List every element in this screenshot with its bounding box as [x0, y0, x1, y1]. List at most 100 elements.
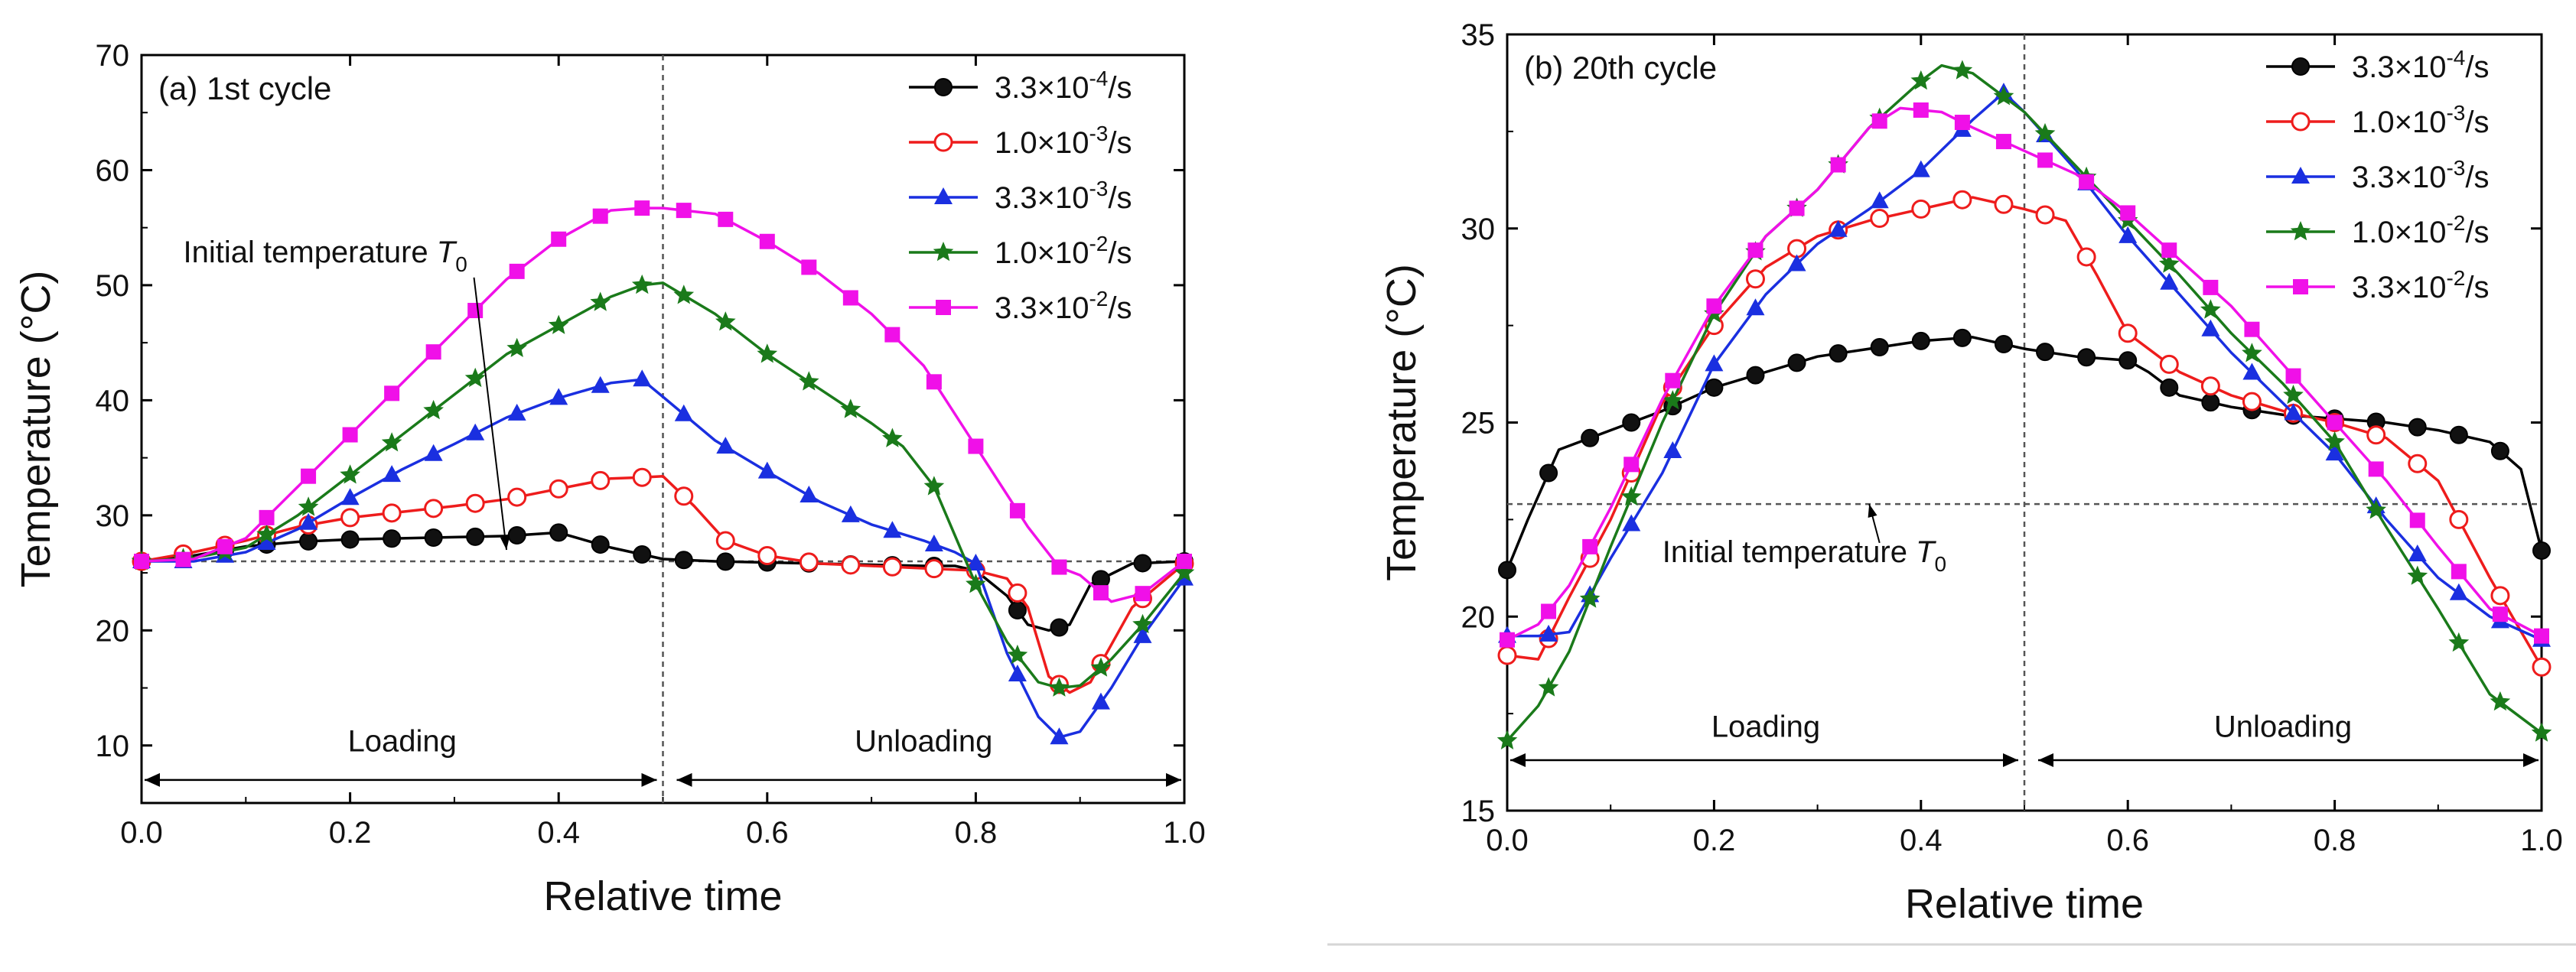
legend-exp: -2	[2446, 266, 2465, 290]
data-point	[2324, 431, 2345, 451]
panel-b-20th-cycle: 0.0 0.2 0.4 0.6 0.8 1.0 15 20 25 30 35 Relative tim…	[1379, 18, 2563, 927]
data-point	[1829, 219, 1848, 237]
data-point	[715, 531, 735, 551]
legend-base: 3.3×10	[995, 291, 1089, 325]
data-point	[591, 535, 610, 554]
loading-arrow-head	[2003, 753, 2018, 768]
legend-label: 3.3×10-3/s	[2352, 156, 2490, 194]
legend-exp: -3	[1089, 122, 1108, 145]
data-point	[1500, 632, 1515, 648]
data-point	[923, 476, 945, 496]
legend-marker	[2291, 57, 2310, 76]
y-axis-title: Temperature (°C)	[13, 271, 59, 588]
data-point	[1497, 645, 1517, 665]
data-point	[1132, 613, 1153, 634]
annotation-symbol: T	[1916, 535, 1936, 569]
legend-base: 3.3×10	[2352, 50, 2446, 84]
data-point	[1177, 554, 1192, 570]
data-point	[1007, 644, 1028, 665]
legend-marker	[933, 242, 954, 262]
data-point	[340, 508, 360, 528]
data-point	[1954, 115, 1970, 131]
data-point	[2448, 632, 2470, 652]
data-point	[1952, 60, 1973, 80]
legend-marker	[934, 78, 953, 96]
data-point	[882, 557, 902, 577]
data-point	[1009, 502, 1025, 519]
data-point	[2037, 152, 2053, 168]
data-point	[1539, 624, 1558, 642]
data-point	[507, 526, 526, 545]
data-point	[2284, 403, 2303, 421]
x-tick-label: 0.0	[1486, 824, 1529, 857]
legend-unit: /s	[2465, 106, 2489, 139]
data-point	[1745, 269, 1765, 289]
legend-label: 3.3×10-4/s	[995, 67, 1132, 105]
data-point	[1830, 157, 1846, 173]
data-point	[259, 509, 275, 525]
data-point	[1789, 200, 1805, 216]
data-point	[1871, 113, 1887, 129]
data-point	[716, 552, 735, 571]
data-point	[1746, 366, 1765, 385]
data-point	[715, 311, 736, 331]
annotation-initial-temperature: Initial temperature T0	[184, 236, 467, 276]
data-point	[2035, 205, 2055, 225]
data-point	[1829, 344, 1848, 363]
data-point	[1910, 70, 1932, 90]
data-point	[2118, 351, 2138, 370]
data-point	[2079, 174, 2095, 190]
data-point	[2408, 453, 2428, 473]
y-tick-label: 20	[1461, 600, 1496, 634]
data-point	[966, 554, 985, 571]
panel-label: (b) 20th cycle	[1524, 50, 1717, 86]
unloading-label: Unloading	[855, 724, 992, 758]
legend-unit: /s	[1108, 181, 1132, 215]
data-point	[2409, 512, 2425, 528]
legend-base: 3.3×10	[995, 71, 1089, 105]
data-point	[2283, 385, 2304, 405]
x-tick-label: 1.0	[2520, 824, 2563, 857]
data-point	[549, 479, 568, 499]
data-point	[591, 470, 611, 490]
data-point	[1496, 730, 1518, 749]
data-point	[2077, 348, 2096, 367]
legend-exp: -3	[2446, 101, 2465, 125]
legend-exp: -2	[1089, 287, 1108, 310]
y-tick-label: 15	[1461, 795, 1496, 828]
data-point	[299, 512, 318, 530]
data-point	[1747, 242, 1763, 258]
data-point	[2408, 545, 2427, 562]
annotation-initial-temperature: Initial temperature T0	[1663, 535, 1946, 576]
data-point	[2532, 657, 2552, 677]
data-point	[1620, 486, 1642, 506]
data-point	[1994, 194, 2014, 214]
data-point	[1091, 570, 1110, 589]
x-tick-label: 0.8	[955, 816, 998, 850]
data-point	[2451, 564, 2467, 580]
data-point	[882, 427, 903, 447]
data-point	[1952, 190, 1972, 210]
series-4	[1500, 102, 2549, 648]
data-point	[757, 546, 777, 566]
data-point	[2200, 299, 2221, 319]
data-point	[968, 438, 984, 454]
loading-label: Loading	[348, 724, 457, 758]
data-point	[2531, 722, 2552, 742]
x-axis-title: Relative time	[543, 873, 782, 919]
data-point	[2242, 343, 2262, 362]
y-axis-title: Temperature (°C)	[1379, 264, 1425, 581]
data-point	[2120, 205, 2136, 221]
data-point	[1911, 160, 1930, 177]
data-point	[2200, 376, 2220, 396]
data-point	[382, 503, 402, 523]
data-point	[840, 398, 861, 418]
data-point	[507, 403, 526, 421]
legend-exp: -4	[1089, 67, 1108, 90]
data-point	[342, 427, 358, 443]
unloading-arrow-head	[2523, 753, 2539, 768]
data-point	[1870, 209, 1890, 229]
data-point	[465, 493, 485, 513]
data-point	[1706, 298, 1722, 314]
series-3	[131, 274, 1195, 697]
